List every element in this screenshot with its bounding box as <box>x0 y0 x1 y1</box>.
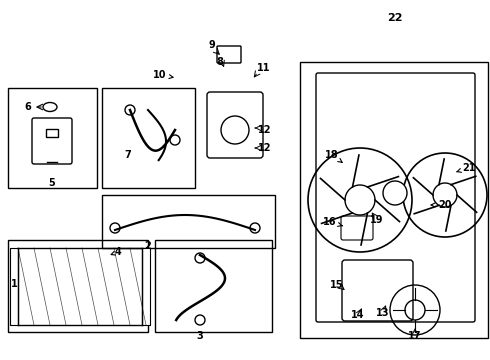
Text: 4: 4 <box>111 247 122 257</box>
Text: 2: 2 <box>145 241 151 251</box>
Text: 17: 17 <box>408 331 422 341</box>
Bar <box>155 240 272 332</box>
Text: 7: 7 <box>124 150 131 160</box>
Text: 13: 13 <box>376 308 390 318</box>
Text: 6: 6 <box>24 102 31 112</box>
Text: 22: 22 <box>387 13 403 23</box>
Text: 11: 11 <box>257 63 270 73</box>
Bar <box>300 62 488 338</box>
Text: 16: 16 <box>323 217 343 227</box>
Text: 5: 5 <box>49 178 55 188</box>
Bar <box>102 88 195 188</box>
Text: 21: 21 <box>457 163 475 173</box>
Text: 18: 18 <box>325 150 342 162</box>
Text: 12: 12 <box>258 125 271 135</box>
Text: 1: 1 <box>11 279 17 289</box>
Text: 20: 20 <box>431 200 451 210</box>
Bar <box>8 88 97 188</box>
Bar <box>46 129 58 137</box>
Text: 12: 12 <box>258 143 271 153</box>
Text: 9: 9 <box>209 40 216 50</box>
Text: 14: 14 <box>351 310 365 320</box>
Bar <box>8 240 148 332</box>
Text: 3: 3 <box>196 331 203 341</box>
Text: 19: 19 <box>370 215 384 225</box>
Text: 10: 10 <box>153 70 173 80</box>
Text: 8: 8 <box>217 57 223 67</box>
Circle shape <box>383 181 407 205</box>
Text: 15: 15 <box>330 280 344 290</box>
Bar <box>102 195 275 248</box>
